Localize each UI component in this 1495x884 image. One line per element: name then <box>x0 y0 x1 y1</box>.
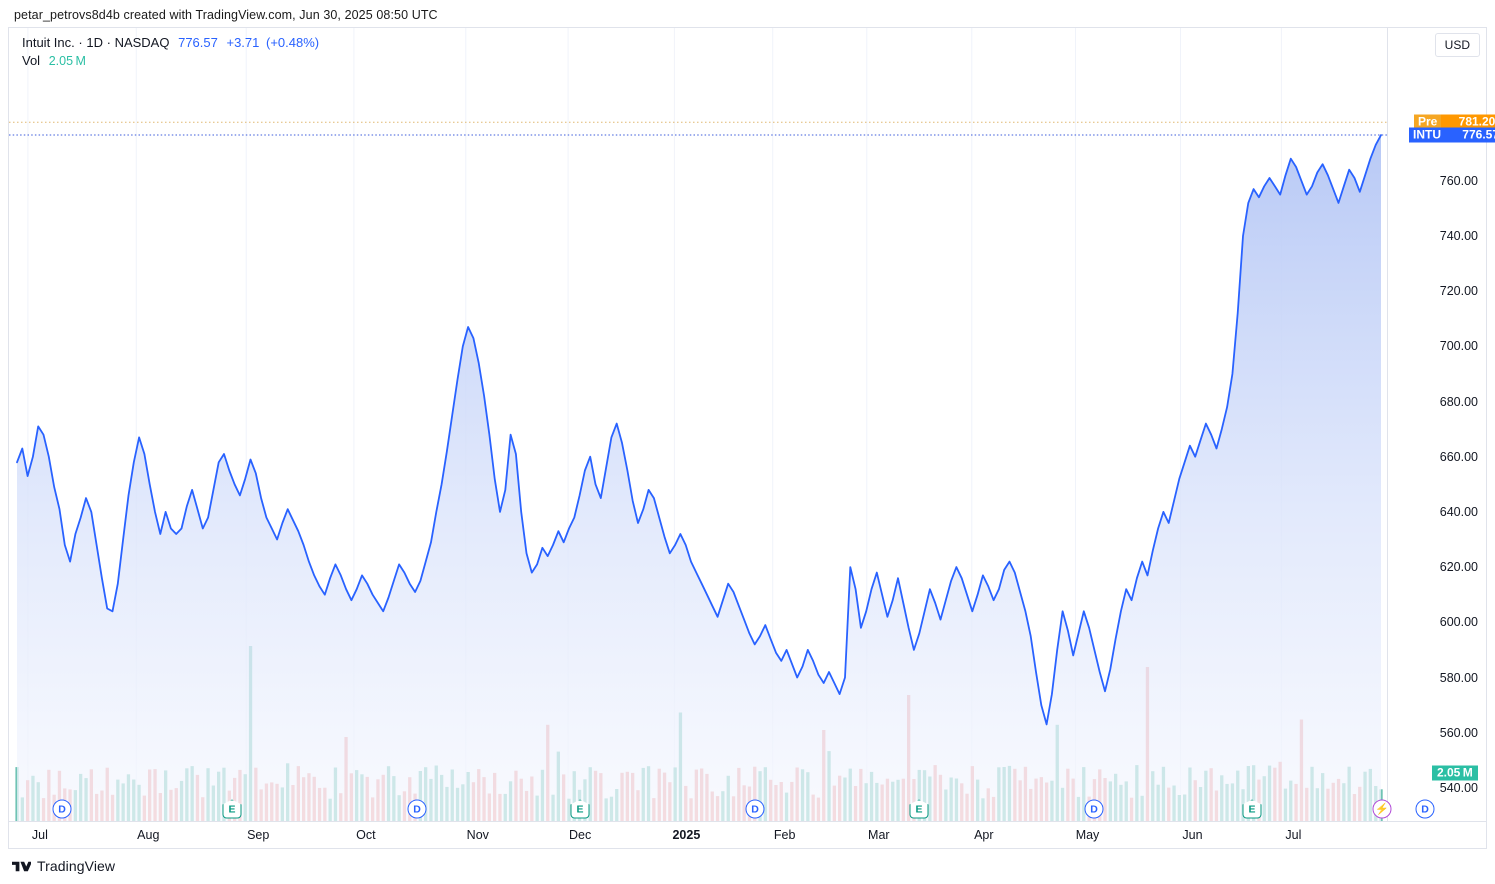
price-axis-label: 720.00 <box>1439 284 1478 299</box>
time-axis-label: Oct <box>356 828 376 842</box>
price-line <box>16 134 1382 726</box>
chart-legend: Intuit Inc. · 1D · NASDAQ 776.57 +3.71 (… <box>22 34 319 70</box>
earnings-marker-glyph: E <box>909 799 929 819</box>
chart-frame: Intuit Inc. · 1D · NASDAQ 776.57 +3.71 (… <box>8 27 1495 849</box>
price-axis[interactable]: 760.00 740.00 720.00 700.00 680.00 660.00 640.… <box>1387 28 1495 821</box>
price-axis-label: 600.00 <box>1439 615 1478 630</box>
currency-button[interactable]: USD <box>1434 33 1480 57</box>
split-marker-glyph: ⚡ <box>1372 799 1392 819</box>
symbol-name: Intuit Inc. <box>22 35 75 50</box>
time-axis-label: Sep <box>247 828 270 842</box>
earnings-marker-icon[interactable]: E <box>1242 799 1262 819</box>
price-axis-label: 580.00 <box>1439 670 1478 685</box>
legend-separator-2: · <box>106 35 111 50</box>
time-axis-label: 2025 <box>672 828 701 842</box>
earnings-marker-icon[interactable]: E <box>909 799 929 819</box>
price-chart-svg <box>9 28 1387 821</box>
time-axis-label: Nov <box>466 828 489 842</box>
earnings-marker-glyph: E <box>222 799 242 819</box>
price-axis-label: 560.00 <box>1439 725 1478 740</box>
price-axis-label: 540.00 <box>1439 780 1478 795</box>
time-axis-label: Jun <box>1182 828 1203 842</box>
time-axis[interactable]: Jul Aug Sep Oct Nov Dec 2025 Feb Mar Apr May Jun Jul <box>9 821 1486 849</box>
dividend-marker-icon[interactable]: D <box>52 799 72 819</box>
dividend-marker-icon[interactable]: D <box>407 799 427 819</box>
time-axis-label: Jul <box>1285 828 1302 842</box>
exchange-label: NASDAQ <box>114 35 170 50</box>
time-axis-label: Aug <box>137 828 160 842</box>
volume-value-badge[interactable]: 2.05 M <box>1432 765 1478 781</box>
split-marker-icon[interactable]: ⚡ <box>1372 799 1392 819</box>
dividend-marker-icon[interactable]: D <box>1415 799 1435 819</box>
dividend-marker-glyph: D <box>407 799 427 819</box>
price-axis-label: 740.00 <box>1439 229 1478 243</box>
price-change-value: +3.71 <box>226 35 260 50</box>
volume-value: 2.05 M <box>48 54 86 68</box>
time-axis-label: Jul <box>31 828 48 842</box>
legend-symbol-row: Intuit Inc. · 1D · NASDAQ 776.57 +3.71 (… <box>22 34 319 51</box>
attribution-text: petar_petrovs8d4b created with TradingVi… <box>14 8 438 22</box>
volume-label: Vol <box>22 53 41 68</box>
tradingview-mark-icon <box>12 861 31 871</box>
earnings-marker-glyph: E <box>1242 799 1262 819</box>
tradingview-logo[interactable]: TradingView <box>12 858 115 874</box>
tradingview-wordmark: TradingView <box>37 858 116 874</box>
dividend-marker-glyph: D <box>52 799 72 819</box>
pre-market-price-badge[interactable]: Pre 781.20 <box>1414 114 1495 130</box>
time-axis-label: Feb <box>773 828 796 842</box>
last-price-value: 776.57 <box>178 35 218 50</box>
price-axis-label: 640.00 <box>1439 504 1478 519</box>
time-axis-label: May <box>1075 828 1100 842</box>
price-axis-label: 760.00 <box>1439 173 1478 188</box>
dividend-marker-icon[interactable]: D <box>1084 799 1104 819</box>
price-axis-label: 660.00 <box>1439 449 1478 464</box>
price-axis-label: 680.00 <box>1439 394 1478 409</box>
price-change-percent: (+0.48%) <box>266 35 320 50</box>
earnings-marker-icon[interactable]: E <box>570 799 590 819</box>
time-axis-label: Dec <box>568 828 592 842</box>
dividend-marker-icon[interactable]: D <box>745 799 765 819</box>
interval-label: 1D <box>86 35 103 50</box>
time-axis-label: Mar <box>868 828 890 842</box>
earnings-marker-glyph: E <box>570 799 590 819</box>
dividend-marker-glyph: D <box>1415 799 1435 819</box>
price-area-fill <box>17 135 1381 821</box>
chart-plot-area[interactable] <box>9 28 1387 821</box>
dividend-marker-glyph: D <box>745 799 765 819</box>
dividend-marker-glyph: D <box>1084 799 1104 819</box>
price-axis-label: 620.00 <box>1439 560 1478 575</box>
legend-separator-1: · <box>78 35 83 50</box>
price-axis-label: 700.00 <box>1439 339 1478 354</box>
earnings-marker-icon[interactable]: E <box>222 799 242 819</box>
legend-volume-row: Vol 2.05 M <box>22 52 319 70</box>
time-axis-label: Apr <box>974 828 994 842</box>
